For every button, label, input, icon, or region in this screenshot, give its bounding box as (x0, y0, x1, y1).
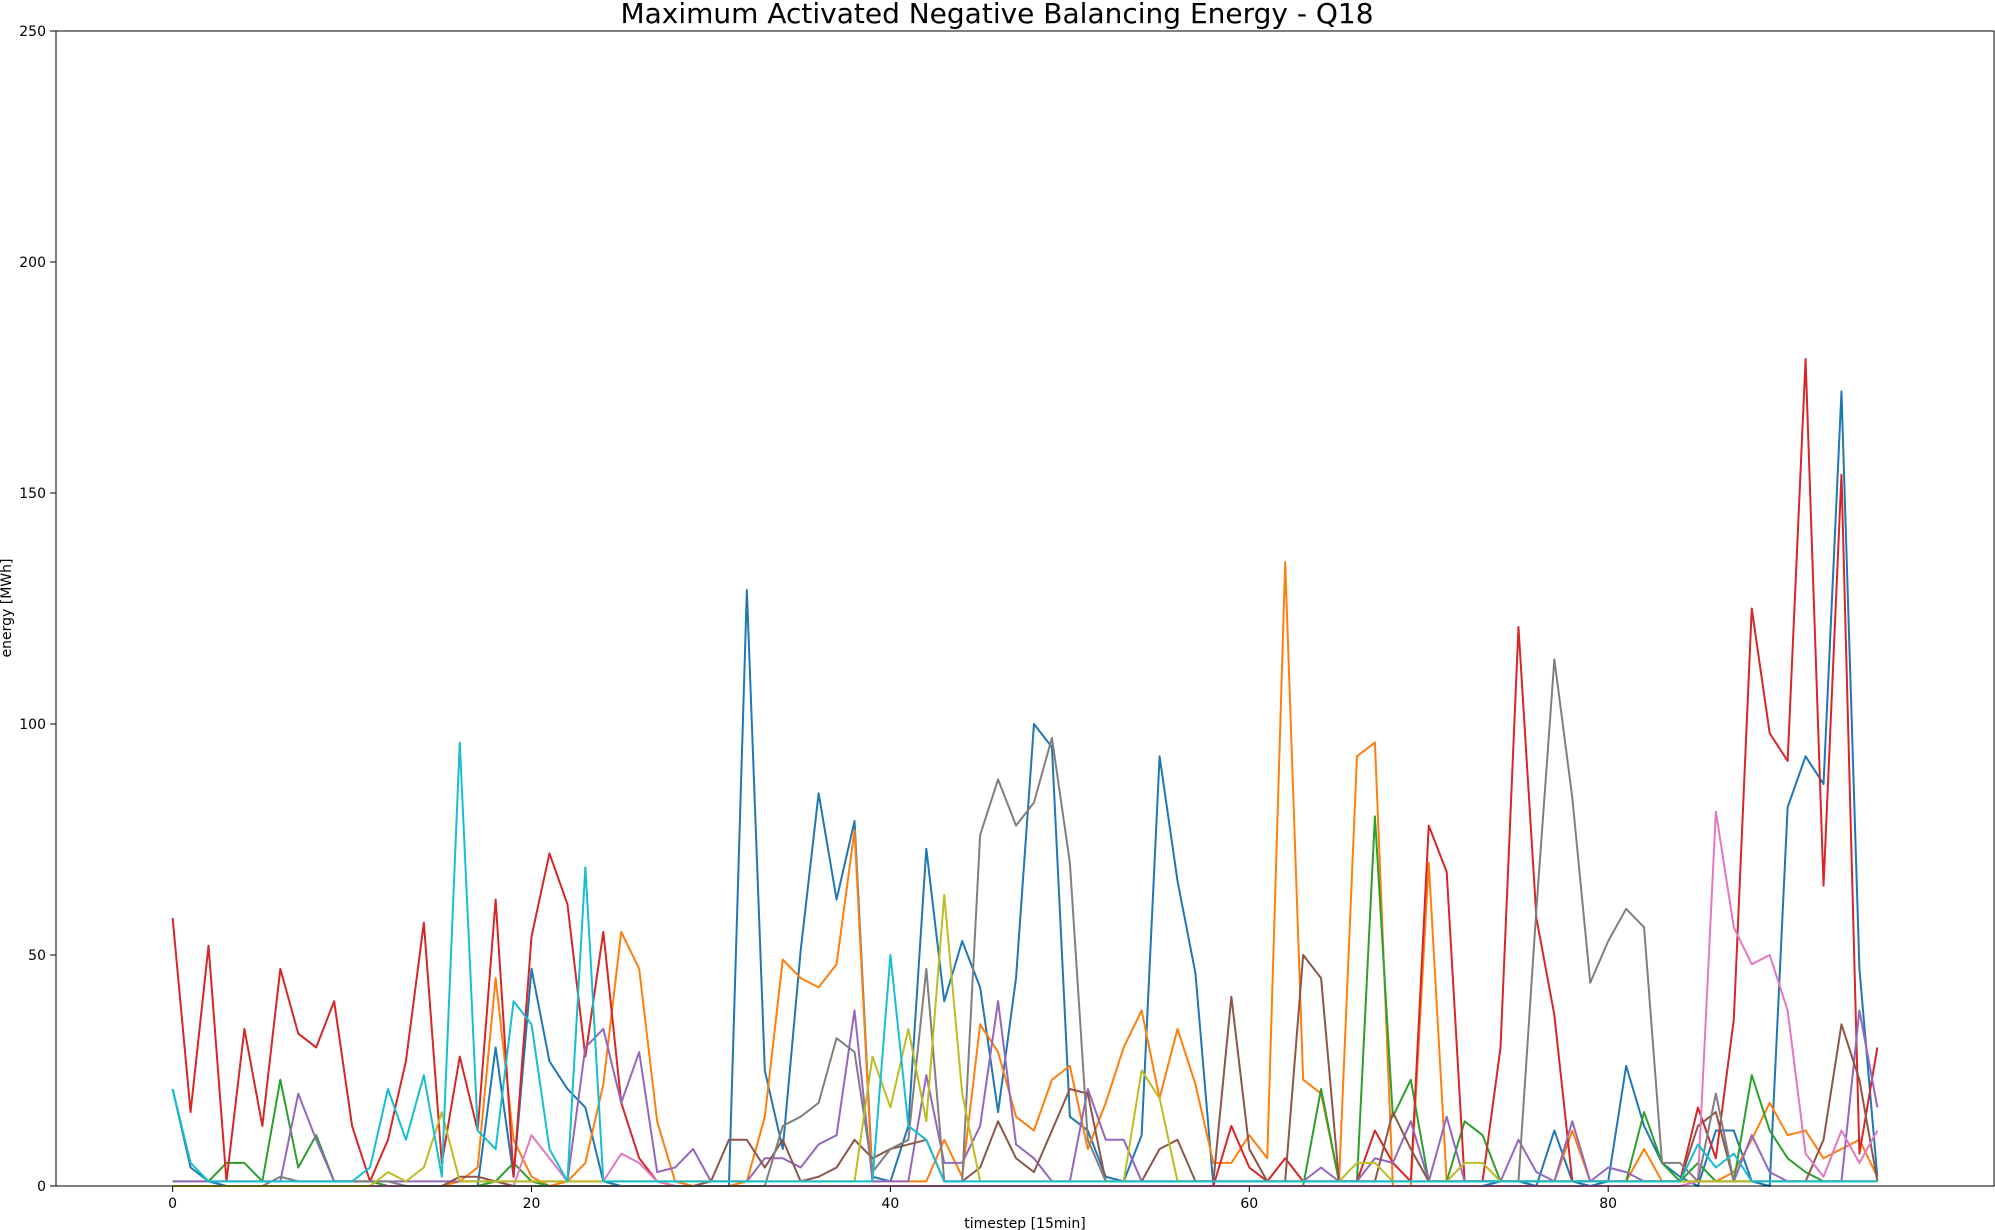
x-axis-label: timestep [15min] (964, 1216, 1086, 1230)
x-tick-label: 60 (1240, 1196, 1258, 1212)
x-tick-label: 20 (523, 1196, 541, 1212)
series-line-9 (172, 893, 1878, 1187)
plot-frame (55, 30, 1995, 1187)
y-tick-label: 150 (19, 486, 46, 502)
series-line-10 (171, 741, 1878, 1183)
chart-title: Maximum Activated Negative Balancing Ene… (620, 0, 1373, 30)
series-line-4 (171, 358, 1879, 1187)
x-axis: 0 20 40 60 80 (168, 1186, 1617, 1212)
y-tick-label: 200 (19, 255, 46, 271)
y-tick-label: 250 (19, 24, 46, 40)
series-line-3 (172, 815, 1878, 1187)
x-tick-label: 80 (1599, 1196, 1617, 1212)
series-line-5 (172, 1000, 1879, 1183)
plot-area (171, 358, 1879, 1187)
x-tick-label: 40 (882, 1196, 900, 1212)
y-tick-label: 100 (19, 717, 46, 733)
series-line-8 (172, 658, 1878, 1187)
x-tick-label: 0 (168, 1196, 177, 1212)
y-axis: 0 50 100 150 200 250 (19, 24, 56, 1195)
y-tick-label: 0 (37, 1179, 46, 1195)
y-axis-label: energy [MWh] (0, 559, 15, 658)
series-line-7 (172, 810, 1879, 1187)
y-tick-label: 50 (28, 948, 46, 964)
series-line-1 (171, 390, 1879, 1187)
